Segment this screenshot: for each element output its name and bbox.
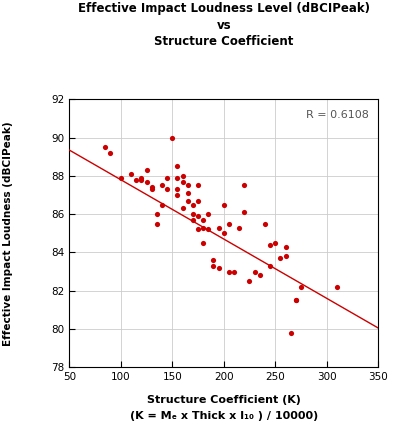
Point [282, 253, 289, 260]
Point [267, 241, 273, 248]
Text: Effective Impact Loudness Level (dBCIPeak): Effective Impact Loudness Level (dBCIPea… [78, 2, 370, 15]
Point [107, 149, 114, 156]
Point [159, 182, 165, 189]
Point [226, 268, 232, 275]
Point [179, 205, 186, 212]
Point [164, 175, 170, 181]
Point [231, 268, 237, 275]
Point [169, 134, 175, 141]
Point [164, 186, 170, 193]
Point [138, 176, 145, 183]
Point [205, 211, 211, 218]
Point [241, 209, 248, 216]
Point [221, 230, 227, 237]
Point [277, 255, 284, 262]
Point [262, 220, 268, 227]
Point [138, 175, 145, 181]
Text: vs: vs [217, 19, 231, 32]
Point [154, 211, 160, 218]
Point [334, 283, 340, 290]
Point [205, 226, 211, 233]
Point [195, 226, 201, 233]
Point [298, 283, 304, 290]
Point [200, 239, 206, 246]
Point [148, 186, 155, 193]
Point [190, 216, 196, 223]
Point [257, 272, 263, 279]
Point [195, 182, 201, 189]
Point [185, 190, 191, 197]
Point [221, 201, 227, 208]
Point [246, 278, 253, 285]
Point [174, 163, 181, 170]
Point [174, 186, 181, 193]
Point [287, 329, 294, 336]
Text: R = 0.6108: R = 0.6108 [306, 110, 369, 120]
Point [293, 297, 299, 304]
Text: Structure Coefficient (K): Structure Coefficient (K) [147, 395, 301, 405]
Point [272, 239, 278, 246]
Point [241, 182, 248, 189]
Point [185, 182, 191, 189]
Point [251, 268, 258, 275]
Point [154, 220, 160, 227]
Point [195, 213, 201, 219]
Text: Structure Coefficient: Structure Coefficient [154, 35, 293, 48]
Point [236, 224, 242, 231]
Point [143, 167, 150, 174]
Point [293, 297, 299, 304]
Point [148, 184, 155, 191]
Point [282, 243, 289, 250]
Text: (K = Mₑ x Thick x I₁₀ ) / 10000): (K = Mₑ x Thick x I₁₀ ) / 10000) [129, 411, 318, 421]
Point [226, 220, 232, 227]
Point [210, 262, 217, 269]
Point [159, 201, 165, 208]
Point [143, 178, 150, 185]
Point [128, 171, 134, 178]
Point [133, 176, 139, 183]
Point [179, 178, 186, 185]
Point [210, 257, 217, 264]
Point [179, 172, 186, 179]
Point [174, 191, 181, 198]
Point [267, 262, 273, 269]
Text: Effective Impact Loudness (dBCIPeak): Effective Impact Loudness (dBCIPeak) [3, 121, 13, 346]
Point [215, 224, 222, 231]
Point [195, 197, 201, 204]
Point [200, 224, 206, 231]
Point [185, 197, 191, 204]
Point [215, 264, 222, 271]
Point [118, 175, 124, 181]
Point [190, 211, 196, 218]
Point [174, 175, 181, 181]
Point [102, 144, 109, 151]
Point [190, 201, 196, 208]
Point [200, 216, 206, 223]
